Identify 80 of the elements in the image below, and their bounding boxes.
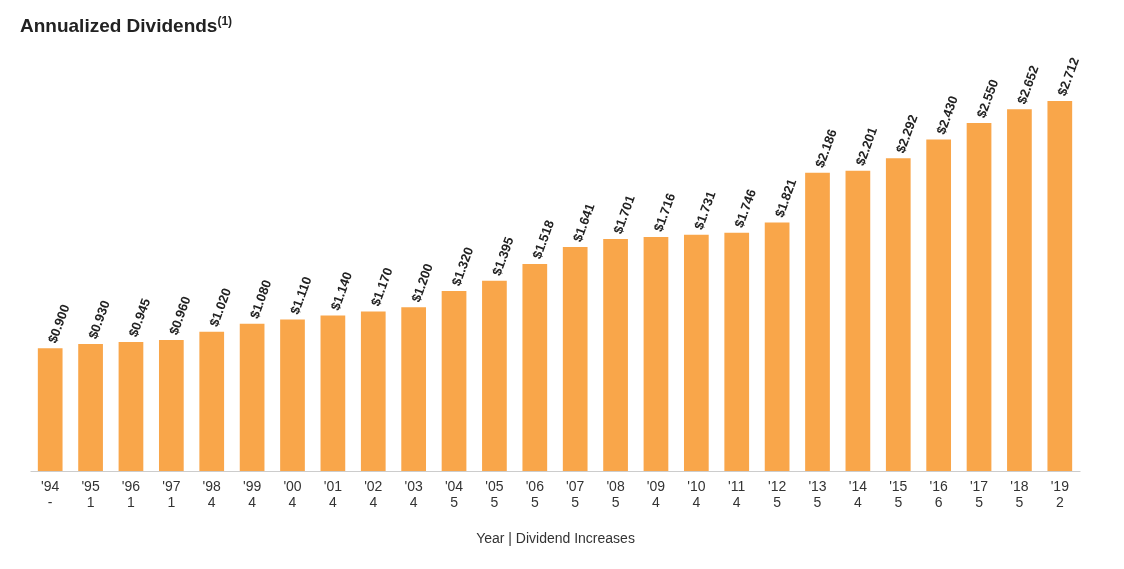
x-tick-label: '02 4	[364, 477, 383, 510]
data-label: $1.170	[367, 265, 396, 309]
bar	[562, 247, 588, 471]
data-label: $0.945	[125, 296, 154, 339]
data-label: $1.518	[529, 218, 558, 261]
bar	[401, 307, 427, 471]
bar	[441, 290, 467, 471]
x-tick-label: '94 -	[41, 477, 60, 510]
x-tick-label: '14 4	[848, 477, 868, 510]
data-label: $2.292	[892, 112, 921, 156]
x-tick-label: '99 4	[242, 477, 262, 510]
bar	[724, 232, 750, 471]
bar	[239, 323, 265, 471]
x-tick-label: '12 5	[767, 477, 787, 510]
x-tick-label: '97 1	[162, 477, 181, 510]
bar	[37, 348, 63, 471]
data-label: $0.930	[85, 298, 113, 341]
data-label: $0.900	[44, 302, 73, 345]
data-label: $1.731	[690, 189, 719, 232]
x-tick-label: '15 5	[889, 477, 908, 510]
data-label: $1.395	[488, 234, 517, 278]
x-tick-label: '07 5	[566, 477, 585, 510]
x-axis-title: Year | Dividend Increases	[476, 529, 635, 546]
x-tick-label: '19 2	[1050, 477, 1070, 510]
x-tick-label: '09 4	[646, 477, 666, 510]
data-label: $1.716	[650, 191, 679, 234]
x-tick-label: '08 5	[606, 477, 625, 510]
data-label: $1.200	[408, 261, 436, 305]
bar	[320, 315, 346, 471]
bar	[118, 342, 144, 471]
bar	[158, 340, 184, 471]
x-tick-label: '96 1	[121, 477, 141, 510]
data-label: $0.960	[165, 294, 194, 337]
bar	[683, 234, 709, 471]
data-label: $1.020	[206, 286, 234, 329]
bar	[78, 344, 103, 471]
bar	[199, 331, 225, 471]
data-label: $1.641	[569, 201, 598, 244]
data-label: $2.186	[812, 127, 840, 170]
x-tick-label: '00 4	[283, 477, 302, 510]
chart-title: Annualized Dividends$^{(1)}$	[20, 14, 233, 38]
bar	[926, 139, 952, 471]
data-label: $2.201	[852, 124, 881, 168]
data-label: $2.712	[1054, 55, 1083, 98]
bar	[1047, 101, 1073, 471]
bar	[280, 319, 305, 471]
bar	[966, 123, 992, 471]
data-label: $1.701	[610, 193, 638, 236]
bar	[1007, 109, 1032, 471]
data-label: $2.550	[973, 77, 1002, 120]
x-tick-label: '13 5	[808, 477, 827, 510]
bar	[360, 311, 386, 471]
bar	[603, 238, 628, 471]
bar	[805, 172, 830, 471]
x-tick-label: '04 5	[444, 477, 464, 510]
data-label: $1.140	[327, 269, 356, 313]
x-tick-label: '16 6	[929, 477, 948, 510]
x-tick-label: '06 5	[525, 477, 545, 510]
data-label: $1.746	[731, 187, 759, 230]
bar	[764, 222, 790, 471]
data-label: $2.652	[1013, 63, 1042, 106]
bar	[482, 280, 507, 471]
x-tick-label: '18 5	[1010, 477, 1029, 510]
bar	[885, 158, 911, 471]
data-label: $1.110	[287, 274, 315, 317]
bar	[643, 236, 669, 471]
x-tick-label: '03 4	[404, 477, 423, 510]
data-label: $2.430	[933, 93, 961, 137]
x-tick-label: '95 1	[81, 477, 100, 510]
x-tick-label: '11 4	[728, 477, 746, 510]
data-label: $1.080	[246, 277, 275, 321]
data-label: $1.821	[771, 176, 800, 220]
x-tick-label: '05 5	[485, 477, 504, 510]
x-tick-label: '10 4	[687, 477, 706, 510]
bar	[845, 170, 871, 471]
x-tick-label: '98 4	[202, 477, 222, 510]
bar	[522, 263, 548, 471]
data-label: $1.320	[448, 245, 477, 288]
x-tick-label: '01 4	[323, 477, 343, 510]
x-tick-label: '17 5	[969, 477, 989, 510]
